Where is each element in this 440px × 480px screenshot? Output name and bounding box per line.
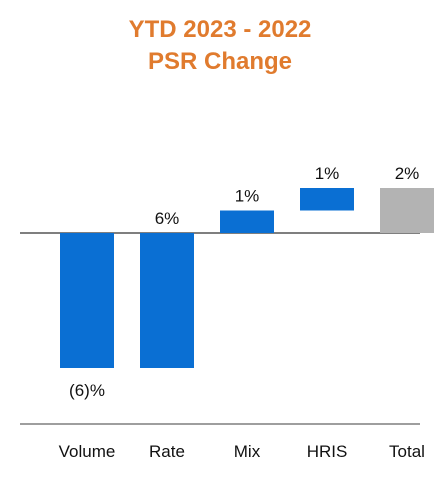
category-label-hris: HRIS bbox=[307, 442, 348, 461]
category-label-total: Total bbox=[389, 442, 425, 461]
bars-group bbox=[60, 188, 434, 368]
category-label-mix: Mix bbox=[234, 442, 261, 461]
data-labels-group: (6)% 6% 1% 1% 2% bbox=[69, 164, 419, 400]
bar-rate bbox=[140, 233, 194, 368]
data-label-volume: (6)% bbox=[69, 381, 105, 400]
bar-mix bbox=[220, 210, 274, 233]
bar-hris bbox=[300, 188, 354, 211]
data-label-mix: 1% bbox=[235, 187, 260, 206]
chart-title-line-1: YTD 2023 - 2022 bbox=[128, 16, 312, 43]
data-label-hris: 1% bbox=[315, 164, 340, 183]
category-label-rate: Rate bbox=[149, 442, 185, 461]
category-label-volume: Volume bbox=[59, 442, 116, 461]
bar-total bbox=[380, 188, 434, 233]
bar-volume bbox=[60, 233, 114, 368]
data-label-rate: 6% bbox=[155, 209, 180, 228]
category-labels-group: Volume Rate Mix HRIS Total bbox=[59, 442, 425, 461]
data-label-total: 2% bbox=[395, 164, 420, 183]
chart-title-line-2: PSR Change bbox=[147, 48, 293, 75]
